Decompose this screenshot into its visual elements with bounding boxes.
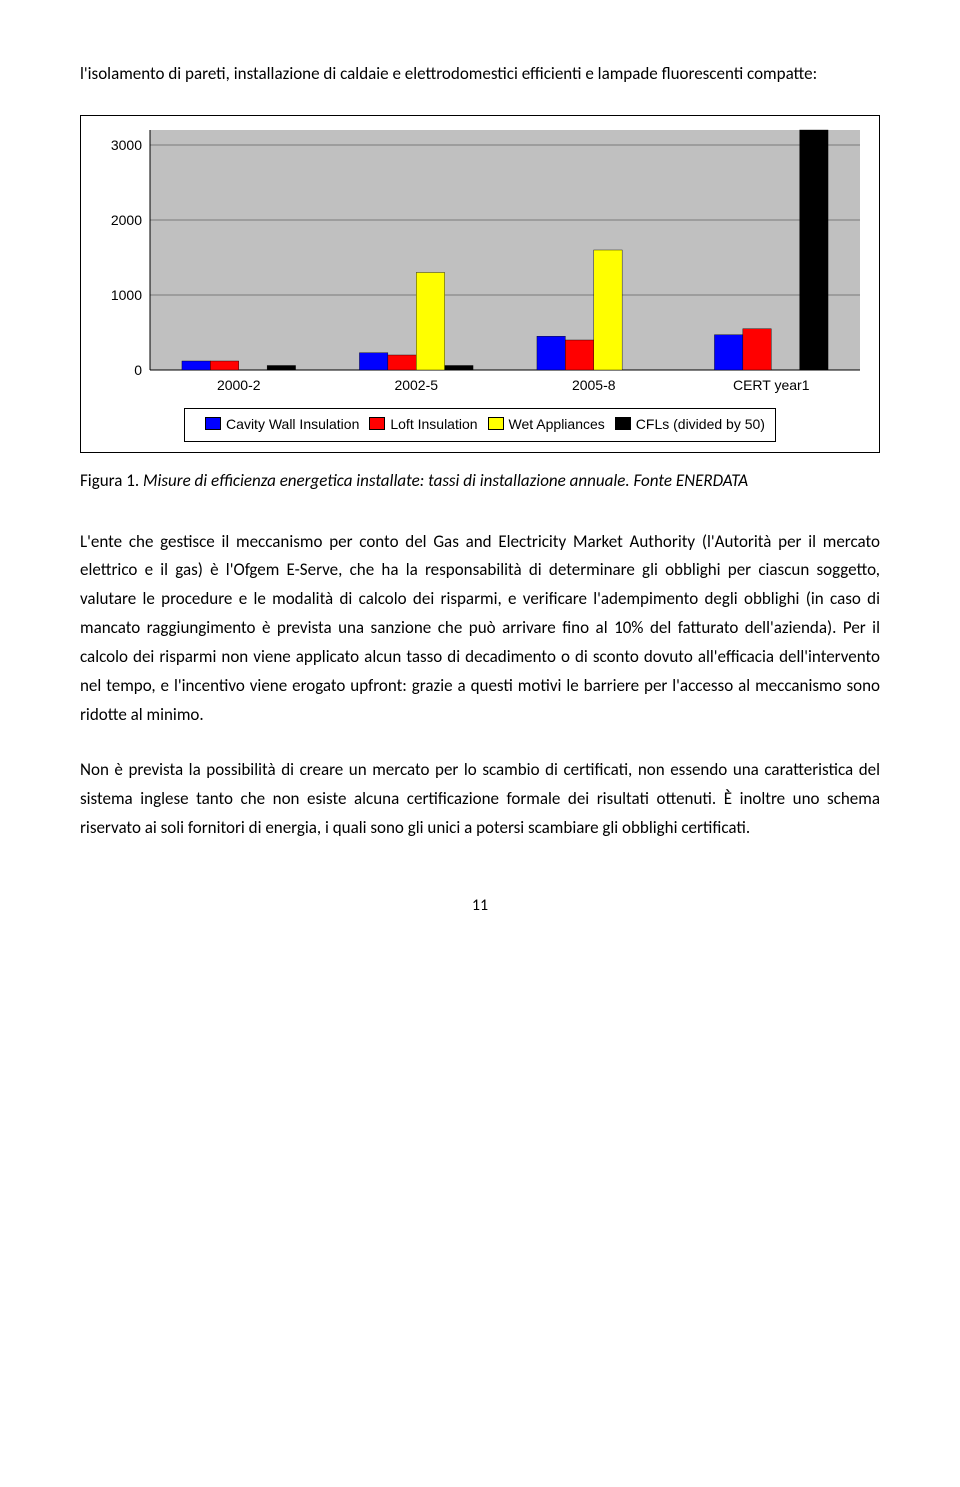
caption-desc: Misure di efficienza energetica installa…	[139, 470, 633, 491]
svg-text:2002-5: 2002-5	[394, 377, 438, 393]
body-paragraph-2: Non è prevista la possibilità di creare …	[80, 756, 880, 843]
chart-container: 0 1000 2000 3000 2000-2 2002-5 2005-8 CERT year…	[80, 115, 880, 453]
caption-label: Figura 1.	[80, 470, 139, 491]
chart-legend: Cavity Wall Insulation Loft Insulation Wet…	[85, 400, 875, 448]
bar-chart: 0 1000 2000 3000 2000-2 2002-5 2005-8 CERT year…	[85, 120, 875, 400]
legend-label: Loft Insulation	[390, 416, 477, 432]
caption-source: Fonte ENERDATA	[634, 470, 749, 491]
svg-text:2000: 2000	[111, 212, 142, 228]
legend-swatch	[615, 417, 631, 430]
page-number: 11	[80, 892, 880, 919]
legend-label: Wet Appliances	[509, 416, 605, 432]
legend-label: CFLs (divided by 50)	[636, 416, 765, 432]
svg-text:3000: 3000	[111, 137, 142, 153]
legend-swatch	[369, 417, 385, 430]
svg-text:CERT year1: CERT year1	[733, 377, 810, 393]
svg-text:2005-8: 2005-8	[572, 377, 616, 393]
svg-text:0: 0	[134, 362, 142, 378]
svg-text:1000: 1000	[111, 287, 142, 303]
svg-text:2000-2: 2000-2	[217, 377, 261, 393]
figure-caption: Figura 1. Misure di efficienza energetic…	[80, 467, 880, 496]
legend-swatch	[205, 417, 221, 430]
legend-label: Cavity Wall Insulation	[226, 416, 359, 432]
intro-text: l'isolamento di pareti, installazione di…	[80, 60, 880, 89]
legend-swatch	[488, 417, 504, 430]
body-paragraph-1: L'ente che gestisce il meccanismo per co…	[80, 528, 880, 730]
